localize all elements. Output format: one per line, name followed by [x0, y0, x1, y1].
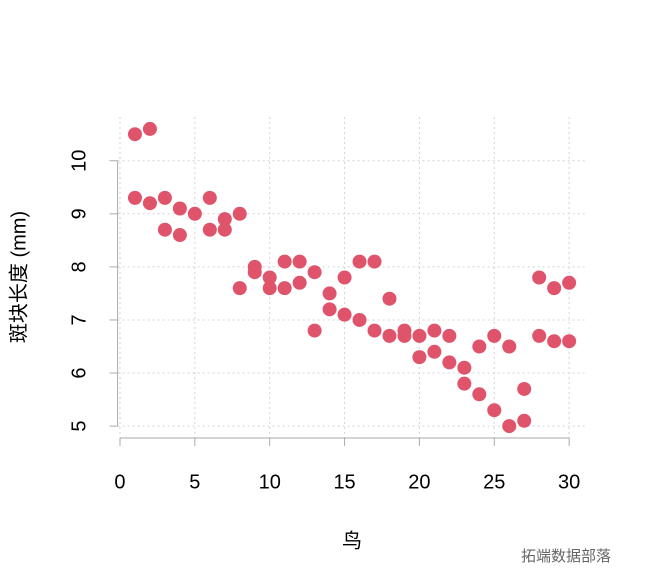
point	[172, 201, 187, 216]
point	[322, 302, 337, 317]
point	[127, 127, 142, 142]
point	[442, 355, 457, 370]
point	[517, 381, 532, 396]
y-tick-label: 10	[68, 150, 90, 172]
point	[547, 334, 562, 349]
point	[307, 323, 322, 338]
point	[562, 334, 577, 349]
point	[217, 222, 232, 237]
x-axis-label: 鸟	[342, 529, 362, 552]
point	[352, 312, 367, 327]
point	[547, 281, 562, 296]
y-tick-label: 6	[68, 367, 90, 378]
point	[292, 254, 307, 269]
point	[367, 323, 382, 338]
point	[397, 328, 412, 343]
x-tick-label: 30	[558, 471, 580, 493]
point	[457, 376, 472, 391]
point	[382, 291, 397, 306]
x-tick-label: 15	[333, 471, 355, 493]
point	[157, 190, 172, 205]
point	[322, 286, 337, 301]
point	[277, 254, 292, 269]
y-tick-label: 8	[68, 261, 90, 272]
point	[457, 360, 472, 375]
point	[277, 281, 292, 296]
point	[262, 270, 277, 285]
point	[562, 275, 577, 290]
point	[232, 281, 247, 296]
point	[337, 270, 352, 285]
watermark: 拓端数据部落	[521, 548, 611, 565]
point	[472, 387, 487, 402]
point	[427, 323, 442, 338]
point	[292, 275, 307, 290]
point	[442, 328, 457, 343]
point	[517, 413, 532, 428]
point	[502, 339, 517, 354]
x-tick-label: 25	[483, 471, 505, 493]
point	[532, 270, 547, 285]
point	[487, 403, 502, 418]
point	[187, 206, 202, 221]
point	[217, 212, 232, 227]
point	[352, 254, 367, 269]
y-tick-label: 9	[68, 208, 90, 219]
y-axis-label: 斑块长度 (mm)	[7, 211, 30, 343]
point	[412, 328, 427, 343]
x-tick-label: 0	[114, 471, 125, 493]
point	[202, 190, 217, 205]
point	[262, 281, 277, 296]
x-tick-label: 10	[259, 471, 281, 493]
y-tick-label: 5	[68, 421, 90, 432]
point	[382, 328, 397, 343]
point	[532, 328, 547, 343]
x-tick-label: 20	[408, 471, 430, 493]
point	[502, 419, 517, 434]
point	[427, 344, 442, 359]
point	[142, 196, 157, 211]
point	[337, 307, 352, 322]
x-tick-label: 5	[189, 471, 200, 493]
point	[232, 206, 247, 221]
point	[172, 228, 187, 243]
point	[247, 265, 262, 280]
point	[142, 121, 157, 136]
point	[367, 254, 382, 269]
point	[412, 350, 427, 365]
y-tick-label: 7	[68, 314, 90, 325]
point	[202, 222, 217, 237]
point	[307, 265, 322, 280]
point	[487, 328, 502, 343]
point	[127, 190, 142, 205]
point	[157, 222, 172, 237]
point	[472, 339, 487, 354]
